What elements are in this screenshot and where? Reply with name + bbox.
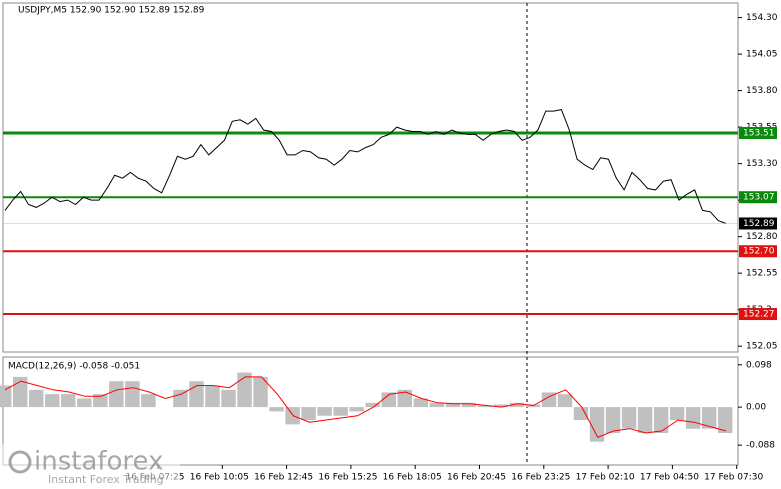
y-tick-label: 0.098 [746,360,772,370]
macd-bar [365,402,380,408]
macd-bar [13,376,28,408]
macd-bar [493,404,509,408]
macd-bar [77,398,92,408]
last-price-label: 152.89 [743,219,775,229]
signal-line [4,376,727,439]
macd-bar [61,394,76,408]
macd-bar [669,407,685,421]
macd-bar [285,407,300,425]
watermark-logo [8,450,32,474]
macd-bar [141,394,156,408]
macd-bar [717,407,733,434]
x-tick-label: 16 Feb 23:25 [511,473,570,483]
macd-bar [461,402,477,408]
x-tick-label: 17 Feb 07:30 [704,473,763,483]
macd-bar [509,402,525,408]
macd-bar [333,407,348,416]
y-tick-label: 153.30 [746,159,778,169]
macd-bar [317,407,332,416]
macd-bar [125,381,140,408]
macd-title: MACD(12,26,9) -0.058 -0.051 [8,362,140,372]
price-line [4,109,727,224]
y-tick-label: 152.05 [746,342,778,352]
macd-bar [605,407,621,434]
macd-bar [381,392,396,408]
chart-title: USDJPY,M5 152.90 152.90 152.89 152.89 [18,6,205,16]
macd-bar [221,389,236,408]
y-tick-label: 152.55 [746,269,778,279]
macd-bar [413,398,428,408]
macd-bar [93,394,108,408]
macd-bar [269,407,284,412]
x-tick-label: 17 Feb 02:10 [576,473,635,483]
y-tick-label: -0.088 [746,441,775,451]
level-label: 152.27 [743,310,775,320]
level-label: 153.07 [743,193,775,203]
macd-bar [349,407,364,412]
y-tick-label: 152.80 [746,232,778,242]
macd-bar [621,407,637,429]
macd-bar [557,394,573,408]
level-label-bg [739,191,777,204]
y-tick-label: 154.30 [746,13,778,23]
watermark: instaforex Instant Forex Trading [0,444,180,489]
y-tick-label: 154.05 [746,50,778,60]
macd-bar [237,372,252,408]
macd-bar [685,407,701,429]
macd-bar [589,407,605,442]
macd-bar [109,381,124,408]
plot-layer: 152.05152.3152.55152.80153.05153.30153.5… [0,13,778,483]
level-label-bg [739,308,777,321]
macd-bar [653,407,669,434]
x-tick-label: 16 Feb 12:45 [254,473,313,483]
last-price-bg [739,217,777,230]
y-tick-label: 153.80 [746,86,778,96]
level-label-bg [739,245,777,258]
level-label: 153.51 [743,128,775,138]
macd-bar [173,389,188,408]
macd-bar [29,389,44,408]
macd-bar [573,407,589,421]
x-tick-label: 17 Feb 04:50 [640,473,699,483]
level-label: 152.70 [743,247,775,257]
macd-bar [445,402,461,408]
macd-bar [253,376,268,408]
watermark-tagline: Instant Forex Trading [48,473,164,486]
macd-bar [45,394,60,408]
level-label-bg [739,126,777,139]
y-tick-label: 0.00 [746,403,766,413]
macd-bar [301,407,316,421]
watermark-brand: instaforex [34,447,163,477]
macd-bar [205,385,220,408]
x-tick-label: 16 Feb 15:25 [318,473,377,483]
x-tick-label: 16 Feb 18:05 [383,473,442,483]
macd-bar [477,405,493,408]
macd-bar [637,407,653,434]
x-tick-label: 16 Feb 20:45 [447,473,506,483]
macd-bar [701,407,717,429]
x-tick-label: 16 Feb 10:05 [190,473,249,483]
macd-bar [541,392,557,408]
macd-bar [0,385,12,408]
macd-bar [429,402,445,408]
macd-bar [397,389,412,408]
